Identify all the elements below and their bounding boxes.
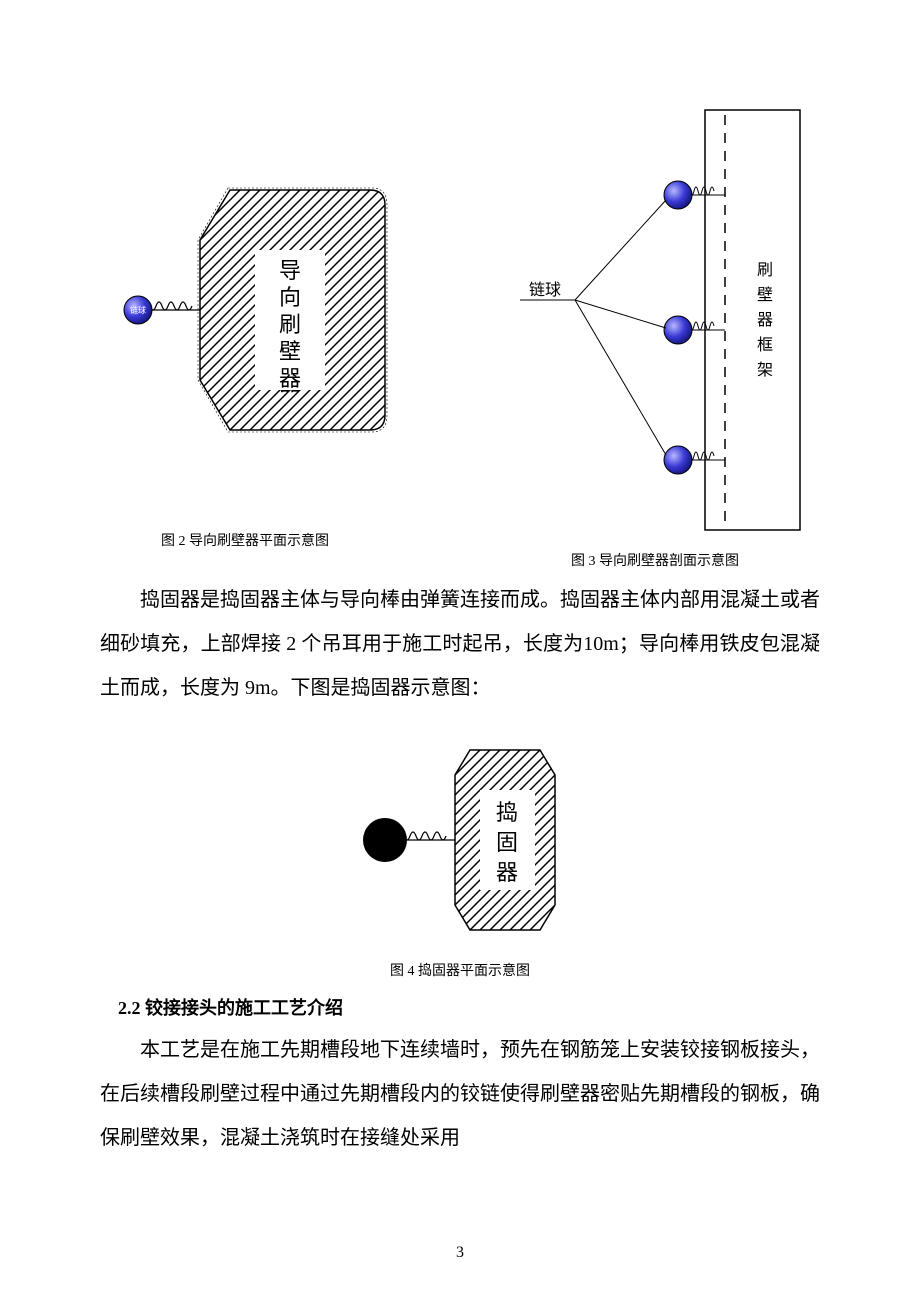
svg-text:向: 向 [279, 285, 301, 310]
svg-text:器: 器 [496, 860, 518, 885]
figure-4: 捣 固 器 图 4 捣固器平面示意图 [100, 730, 820, 980]
fig3-svg: 链球 刷 壁 器 框 架 [490, 100, 820, 540]
svg-text:捣: 捣 [496, 800, 518, 825]
page-number: 3 [0, 1244, 920, 1262]
section-heading: 2.2 铰接接头的施工工艺介绍 [118, 994, 820, 1020]
svg-text:壁: 壁 [279, 339, 301, 364]
svg-text:器: 器 [757, 311, 773, 329]
fig4-svg: 捣 固 器 [330, 730, 590, 950]
figure-3: 链球 刷 壁 器 框 架 图 3 导向刷壁器剖面示意图 [490, 100, 820, 570]
figures-row: 导 向 刷 壁 器 导 向 刷 壁 器 链球 [100, 100, 820, 570]
paragraph-1: 捣固器是捣固器主体与导向棒由弹簧连接而成。捣固器主体内部用混凝土或者细砂填充，上… [100, 578, 820, 710]
svg-text:框: 框 [757, 336, 773, 354]
page: 导 向 刷 壁 器 导 向 刷 壁 器 链球 [0, 0, 920, 1302]
svg-text:导: 导 [279, 258, 301, 283]
svg-text:壁: 壁 [757, 285, 773, 304]
svg-text:刷: 刷 [757, 261, 773, 279]
svg-text:架: 架 [757, 361, 773, 379]
paragraph-2: 本工艺是在施工先期槽段地下连续墙时，预先在钢筋笼上安装铰接钢板接头，在后续槽段刷… [100, 1028, 820, 1160]
svg-text:器: 器 [279, 366, 301, 391]
svg-text:固: 固 [496, 830, 518, 855]
svg-text:链球: 链球 [529, 281, 561, 299]
svg-text:刷: 刷 [279, 312, 301, 337]
figure-2: 导 向 刷 壁 器 导 向 刷 壁 器 链球 [100, 100, 390, 550]
fig3-caption: 图 3 导向刷壁器剖面示意图 [571, 550, 739, 570]
fig2-svg: 导 向 刷 壁 器 导 向 刷 壁 器 链球 [100, 100, 390, 520]
svg-text:链球: 链球 [130, 305, 146, 315]
fig4-caption: 图 4 捣固器平面示意图 [390, 960, 530, 980]
fig2-caption: 图 2 导向刷壁器平面示意图 [161, 530, 329, 550]
